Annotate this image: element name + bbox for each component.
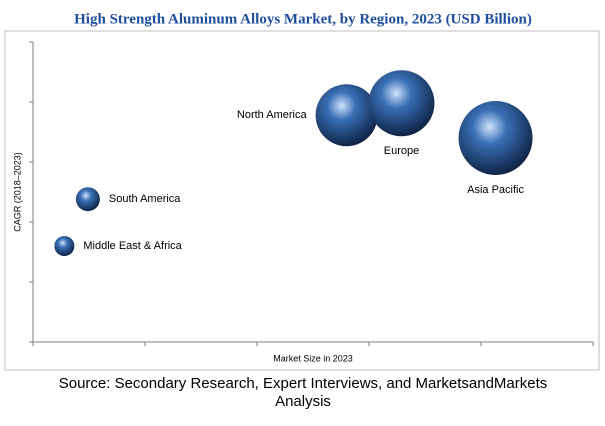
- source-line: Analysis: [275, 393, 331, 410]
- data-label: North America: [237, 109, 308, 121]
- data-label: Europe: [384, 145, 419, 157]
- data-label: South America: [109, 193, 181, 205]
- chart-title: High Strength Aluminum Alloys Market, by…: [74, 11, 532, 27]
- bubble: [75, 187, 100, 212]
- bubble: [54, 236, 75, 256]
- chart-frame: [4, 30, 600, 371]
- bubble: [368, 70, 435, 137]
- x-axis-title: Market Size in 2023: [273, 353, 353, 363]
- bubble: [458, 101, 533, 175]
- data-label: Middle East & Africa: [83, 240, 182, 252]
- source-line: Source: Secondary Research, Expert Inter…: [59, 375, 548, 392]
- data-label: Asia Pacific: [467, 184, 524, 196]
- bubble: [315, 84, 378, 147]
- y-axis-title: CAGR (2018–2023): [12, 152, 22, 232]
